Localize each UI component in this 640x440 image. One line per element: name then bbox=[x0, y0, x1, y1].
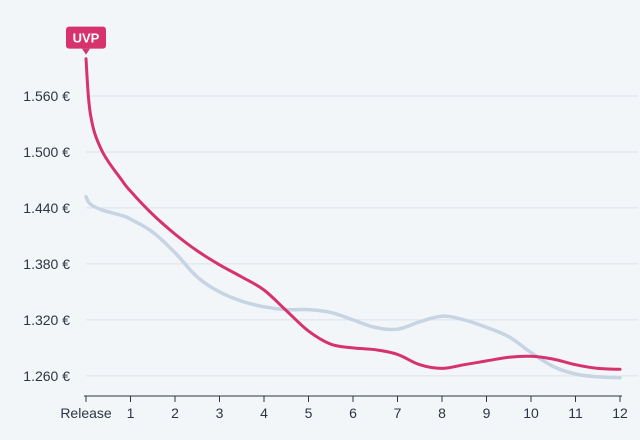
x-tick-label: 12 bbox=[612, 405, 628, 421]
y-tick-label: 1.260 € bbox=[23, 368, 70, 384]
x-tick-label: 9 bbox=[483, 405, 491, 421]
price-line-highlight bbox=[84, 57, 622, 371]
x-tick-label: 11 bbox=[568, 405, 583, 421]
annotation-pointer bbox=[82, 48, 90, 55]
x-tick-label: 10 bbox=[523, 405, 539, 421]
y-tick-label: 1.500 € bbox=[23, 144, 70, 160]
x-tick-label: Release bbox=[60, 405, 112, 421]
price-line-background bbox=[84, 194, 622, 380]
y-tick-label: 1.560 € bbox=[23, 88, 70, 104]
x-tick-label: 8 bbox=[438, 405, 446, 421]
annotation-label: UVP bbox=[73, 31, 100, 46]
x-tick-label: 6 bbox=[349, 405, 357, 421]
y-tick-label: 1.380 € bbox=[23, 256, 70, 272]
y-tick-label: 1.440 € bbox=[23, 200, 70, 216]
x-tick-label: 4 bbox=[260, 405, 268, 421]
x-tick-label: 5 bbox=[305, 405, 313, 421]
annotation-badge bbox=[66, 26, 106, 49]
x-tick-label: 1 bbox=[127, 405, 135, 421]
x-tick-label: 2 bbox=[171, 405, 179, 421]
y-tick-label: 1.320 € bbox=[23, 312, 70, 328]
x-tick-label: 7 bbox=[394, 405, 402, 421]
x-tick-label: 3 bbox=[216, 405, 224, 421]
